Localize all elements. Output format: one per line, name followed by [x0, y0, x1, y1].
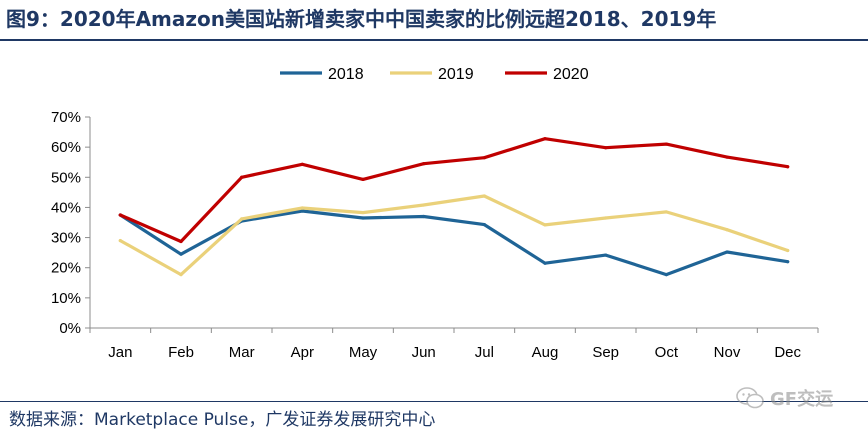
x-tick-label: Aug: [532, 344, 559, 361]
line-chart: 2018 2019 2020 0% 10% 20% 30% 40% 50% 60% 70% Jan…: [51, 66, 819, 361]
y-axis: 0% 10% 20% 30% 40% 50% 60% 70%: [51, 109, 91, 337]
x-tick-label: Jul: [475, 344, 494, 361]
title-divider: [0, 39, 868, 41]
data-point-2020: [422, 162, 426, 166]
series-lines: [118, 137, 790, 277]
data-point-2019: [482, 194, 486, 198]
x-tick-label: Jun: [412, 344, 436, 361]
x-tick-label: Oct: [655, 344, 679, 361]
x-tick-label: Mar: [229, 344, 255, 361]
chart-title: 图9：2020年Amazon美国站新增卖家中中国卖家的比例远超2018、2019…: [6, 7, 717, 31]
y-tick-label: 70%: [51, 109, 81, 126]
data-point-2018: [361, 216, 365, 220]
y-tick-label: 40%: [51, 199, 81, 216]
source-divider: [0, 401, 868, 402]
data-point-2019: [179, 273, 183, 277]
y-tick-label: 0%: [59, 320, 81, 337]
data-point-2019: [118, 238, 122, 243]
y-tick-label: 10%: [51, 290, 81, 307]
y-tick-label: 20%: [51, 260, 81, 277]
x-tick-label: Nov: [714, 344, 741, 361]
series-line-2019: [118, 194, 790, 277]
data-point-2020: [240, 175, 244, 179]
data-point-2019: [361, 210, 365, 215]
x-axis: Jan Feb Mar Apr May Jun Jul Aug Sep Oct Nov Dec: [89, 327, 819, 361]
data-point-2018: [543, 261, 547, 265]
data-point-2020: [300, 162, 304, 166]
x-tick-label: May: [349, 344, 378, 361]
data-point-2019: [300, 206, 304, 210]
legend-label-2020: 2020: [553, 66, 589, 83]
data-point-2019: [725, 228, 729, 232]
watermark-text: GF交运: [770, 389, 834, 410]
series-line-2018: [118, 209, 790, 277]
legend-label-2018: 2018: [328, 66, 364, 83]
data-point-2019: [422, 203, 426, 207]
data-point-2020: [664, 142, 668, 146]
data-point-2018: [664, 273, 668, 277]
data-point-2020: [543, 137, 547, 141]
data-point-2018: [179, 252, 183, 256]
data-point-2020: [604, 146, 608, 150]
x-tick-label: Dec: [774, 344, 801, 361]
legend: 2018 2019 2020: [280, 66, 589, 83]
data-point-2019: [240, 217, 244, 221]
legend-label-2019: 2019: [438, 66, 474, 83]
x-tick-label: Jan: [108, 344, 132, 361]
y-tick-label: 60%: [51, 139, 81, 156]
watermark: GF交运: [736, 383, 864, 413]
data-point-2018: [786, 260, 790, 264]
data-point-2018: [422, 214, 426, 219]
data-point-2018: [482, 223, 486, 227]
y-tick-label: 30%: [51, 230, 81, 247]
x-tick-label: Feb: [168, 344, 194, 361]
x-tick-label: Sep: [592, 344, 619, 361]
data-point-2019: [786, 248, 790, 253]
y-tick-label: 50%: [51, 169, 81, 186]
data-point-2018: [725, 250, 729, 254]
data-point-2018: [300, 209, 304, 213]
data-point-2020: [786, 165, 790, 169]
data-point-2019: [543, 223, 547, 227]
series-line-2020: [118, 137, 790, 244]
data-point-2018: [604, 253, 608, 257]
data-point-2019: [604, 216, 608, 220]
data-point-2020: [482, 156, 486, 160]
data-point-2020: [179, 239, 183, 244]
wechat-icon: [736, 387, 764, 409]
data-point-2020: [118, 213, 122, 217]
source-note: 数据来源：Marketplace Pulse，广发证券发展研究中心: [9, 410, 436, 430]
data-point-2020: [725, 155, 729, 159]
x-tick-label: Apr: [291, 344, 314, 361]
data-point-2020: [361, 177, 365, 181]
data-point-2019: [664, 210, 668, 214]
